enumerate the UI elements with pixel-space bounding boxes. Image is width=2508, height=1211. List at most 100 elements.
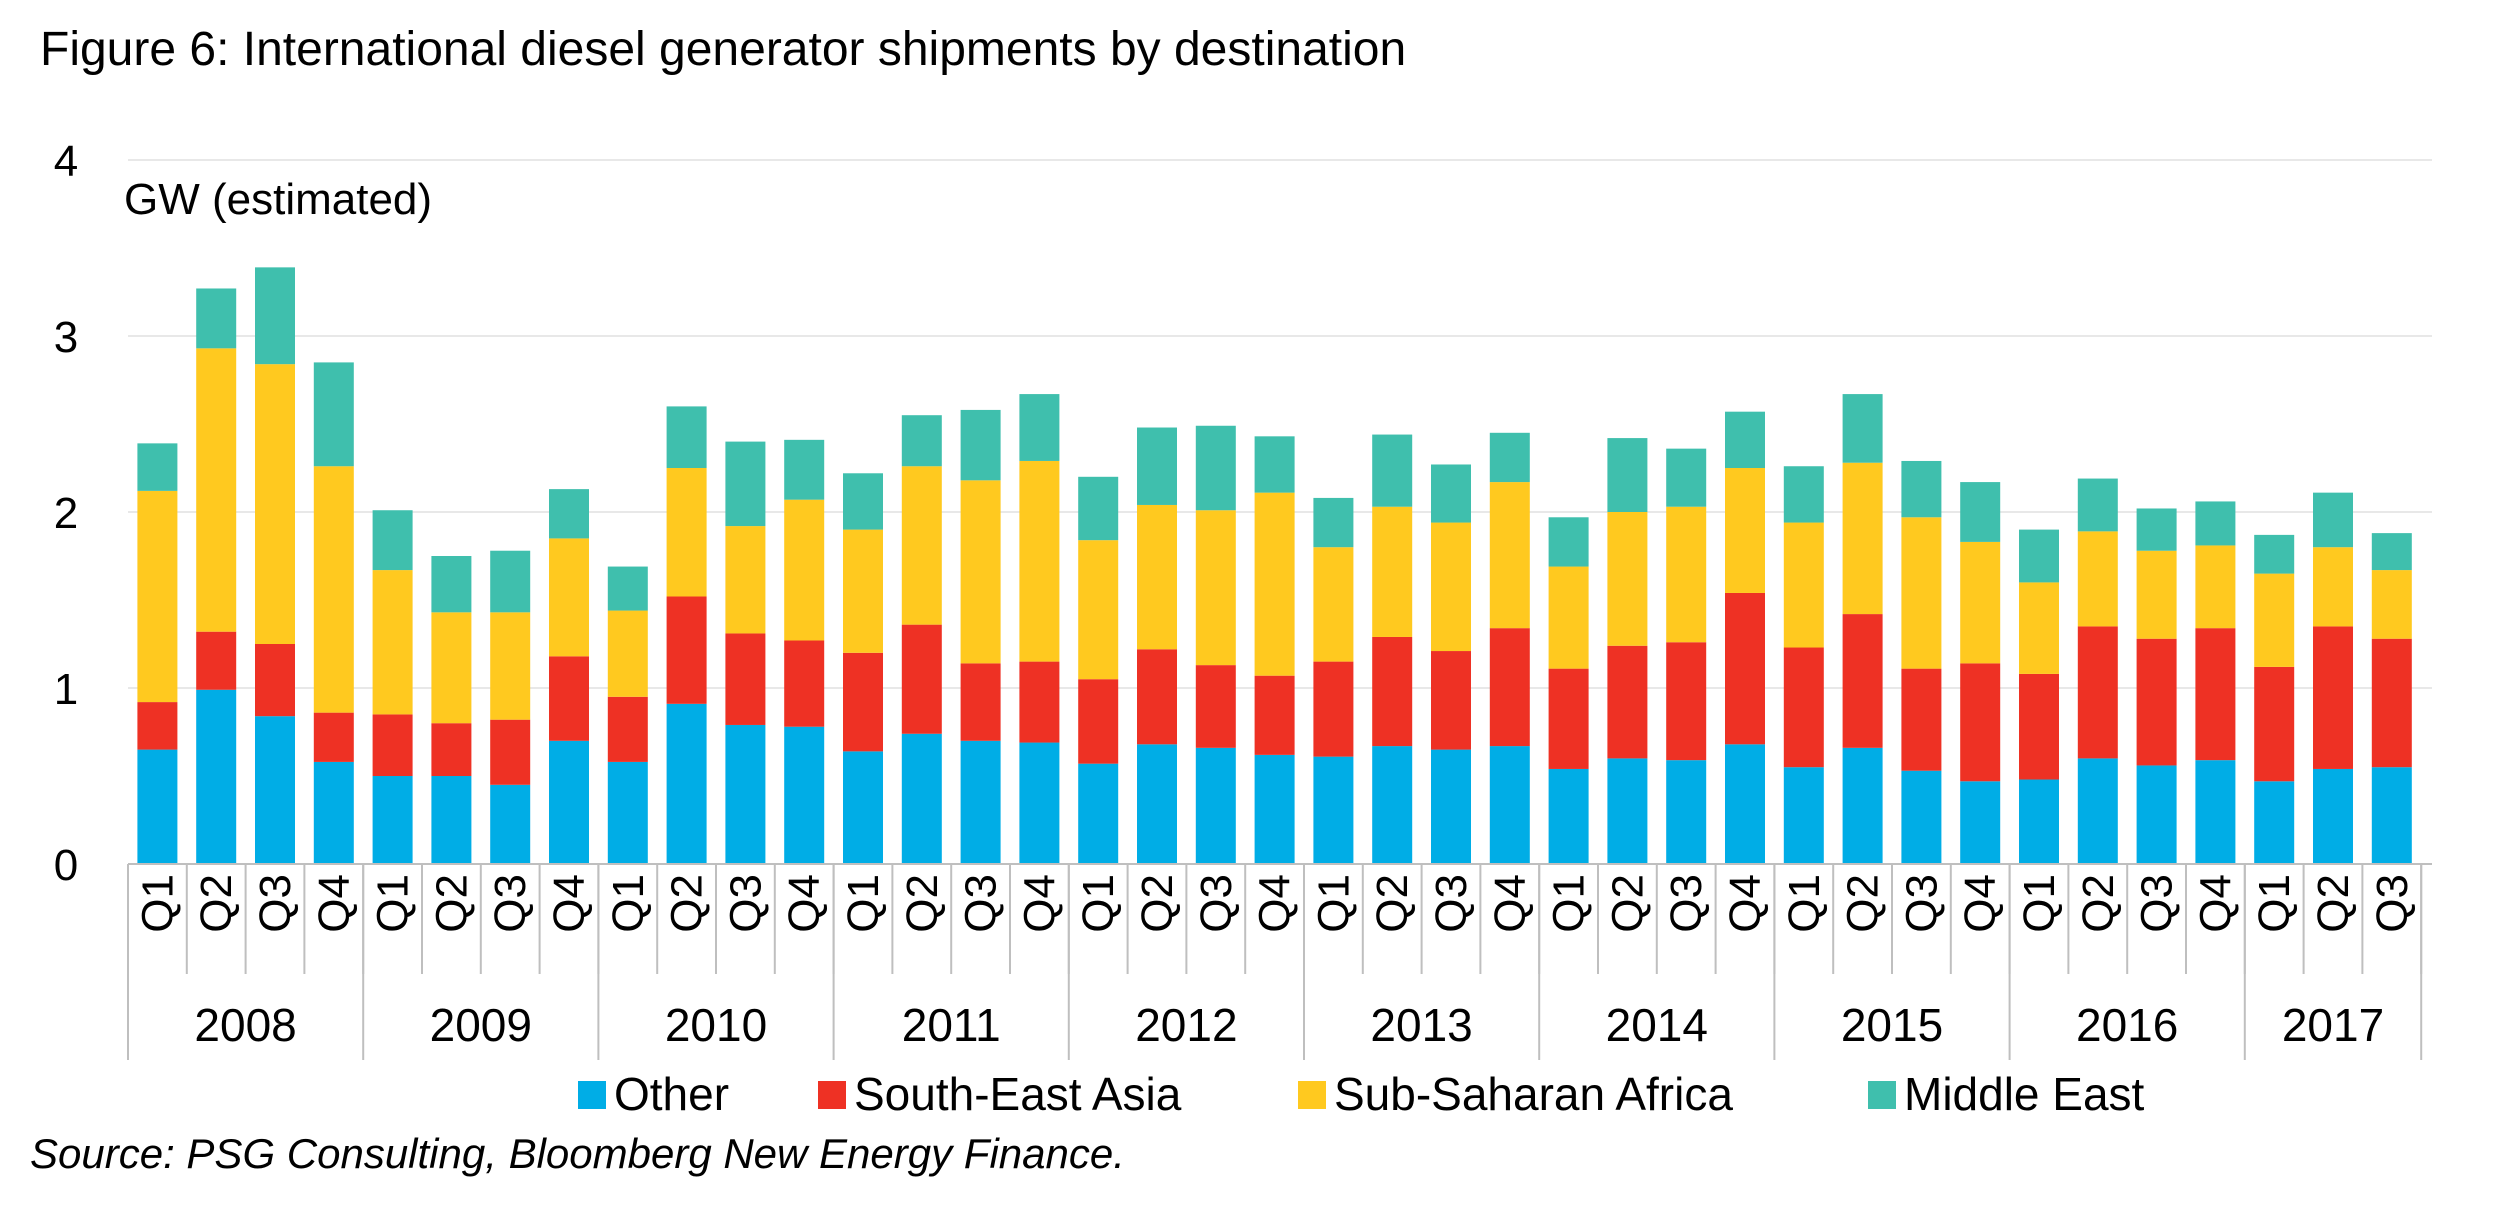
bar-south-east-asia [431,723,472,776]
bar-other [901,733,942,864]
bar-middle-east [1607,438,1648,512]
bar-middle-east [490,550,531,613]
bar-other [1783,767,1824,864]
x-tick-label: Q1 [839,874,888,933]
x-tick-label: Q1 [1074,874,1123,933]
bar-other [255,716,295,864]
bar-other [607,761,648,864]
bar-middle-east [313,362,354,467]
x-group-label: 2013 [1370,999,1472,1051]
bar-south-east-asia [549,656,589,741]
bar-south-east-asia [196,631,237,690]
bar-south-east-asia [1783,647,1824,768]
bar-sub-saharan-africa [960,480,1001,664]
bar-middle-east [1313,497,1354,548]
y-tick-label: 1 [54,665,78,714]
x-tick-label: Q4 [1251,874,1300,933]
bar-middle-east [1842,394,1883,463]
bar-other [1607,758,1648,864]
bar-south-east-asia [255,644,295,717]
x-tick-label: Q1 [1780,874,1829,933]
bar-other [1842,747,1883,864]
bar-other [1901,770,1942,864]
x-tick-label: Q2 [898,874,947,933]
bar-sub-saharan-africa [1901,517,1942,669]
x-tick-label: Q2 [2309,874,2358,933]
x-tick-label: Q3 [486,874,535,933]
x-tick-label: Q3 [957,874,1006,933]
bar-sub-saharan-africa [1431,522,1471,652]
x-tick-label: Q2 [663,874,712,933]
bar-sub-saharan-africa [1548,566,1589,669]
bar-south-east-asia [725,633,766,725]
bar-middle-east [1137,427,1177,505]
bar-middle-east [843,473,883,530]
bar-other [372,776,413,864]
bar-south-east-asia [137,702,178,750]
bar-south-east-asia [1607,645,1648,759]
bar-middle-east [2136,508,2177,551]
x-tick-label: Q2 [427,874,476,933]
x-tick-label: Q2 [192,874,241,933]
x-tick-label: Q4 [1015,874,1064,933]
x-tick-label: Q1 [604,874,653,933]
bar-sub-saharan-africa [2136,550,2177,639]
bar-other [1137,744,1177,864]
bar-sub-saharan-africa [1313,547,1354,662]
x-tick-label: Q3 [2133,874,2182,933]
bar-other [549,740,589,864]
x-group-label: 2014 [1606,999,1708,1051]
bar-middle-east [1195,425,1236,511]
x-tick-label: Q1 [2250,874,2299,933]
x-tick-label: Q1 [1545,874,1594,933]
bar-sub-saharan-africa [843,529,883,653]
bar-middle-east [1901,460,1942,518]
bar-south-east-asia [960,663,1001,741]
bar-other [1548,768,1589,864]
bar-middle-east [2313,492,2353,548]
legend-label: South-East Asia [854,1068,1182,1120]
bar-south-east-asia [1254,675,1295,755]
bar-other [2136,765,2177,864]
bar-south-east-asia [2254,666,2295,782]
bar-south-east-asia [666,596,707,704]
legend-label: Other [614,1068,729,1120]
x-tick-label: Q1 [369,874,418,933]
bar-south-east-asia [2019,673,2059,780]
bar-south-east-asia [2136,638,2177,766]
x-tick-label: Q3 [1662,874,1711,933]
bar-sub-saharan-africa [1842,462,1883,615]
bar-south-east-asia [313,712,354,762]
bar-other [1666,760,1707,864]
x-tick-label: Q3 [251,874,300,933]
bar-sub-saharan-africa [1372,506,1413,637]
bar-sub-saharan-africa [784,499,825,641]
bar-sub-saharan-africa [666,468,707,597]
bar-middle-east [372,510,413,571]
bar-sub-saharan-africa [1195,510,1236,666]
bar-other [2019,779,2059,864]
x-tick-label: Q3 [1427,874,1476,933]
y-tick-label: 3 [54,313,78,362]
bar-middle-east [1254,436,1295,493]
x-tick-label: Q2 [2074,874,2123,933]
x-group-label: 2016 [2076,999,2178,1051]
bar-sub-saharan-africa [255,364,295,644]
x-tick-label: Q3 [1192,874,1241,933]
bar-other [666,703,707,864]
bar-middle-east [1548,517,1589,567]
bar-south-east-asia [784,640,825,727]
x-tick-label: Q2 [1368,874,1417,933]
bar-south-east-asia [1666,642,1707,761]
bar-middle-east [1431,464,1471,523]
bar-other [1372,746,1413,864]
bar-middle-east [1078,476,1119,541]
x-tick-label: Q4 [780,874,829,933]
y-axis-label: GW (estimated) [124,175,432,224]
x-tick-label: Q2 [1133,874,1182,933]
bar-sub-saharan-africa [490,612,531,720]
bar-other [137,749,178,864]
bar-south-east-asia [607,696,648,762]
x-group-label: 2017 [2282,999,2384,1051]
bar-sub-saharan-africa [431,612,472,724]
